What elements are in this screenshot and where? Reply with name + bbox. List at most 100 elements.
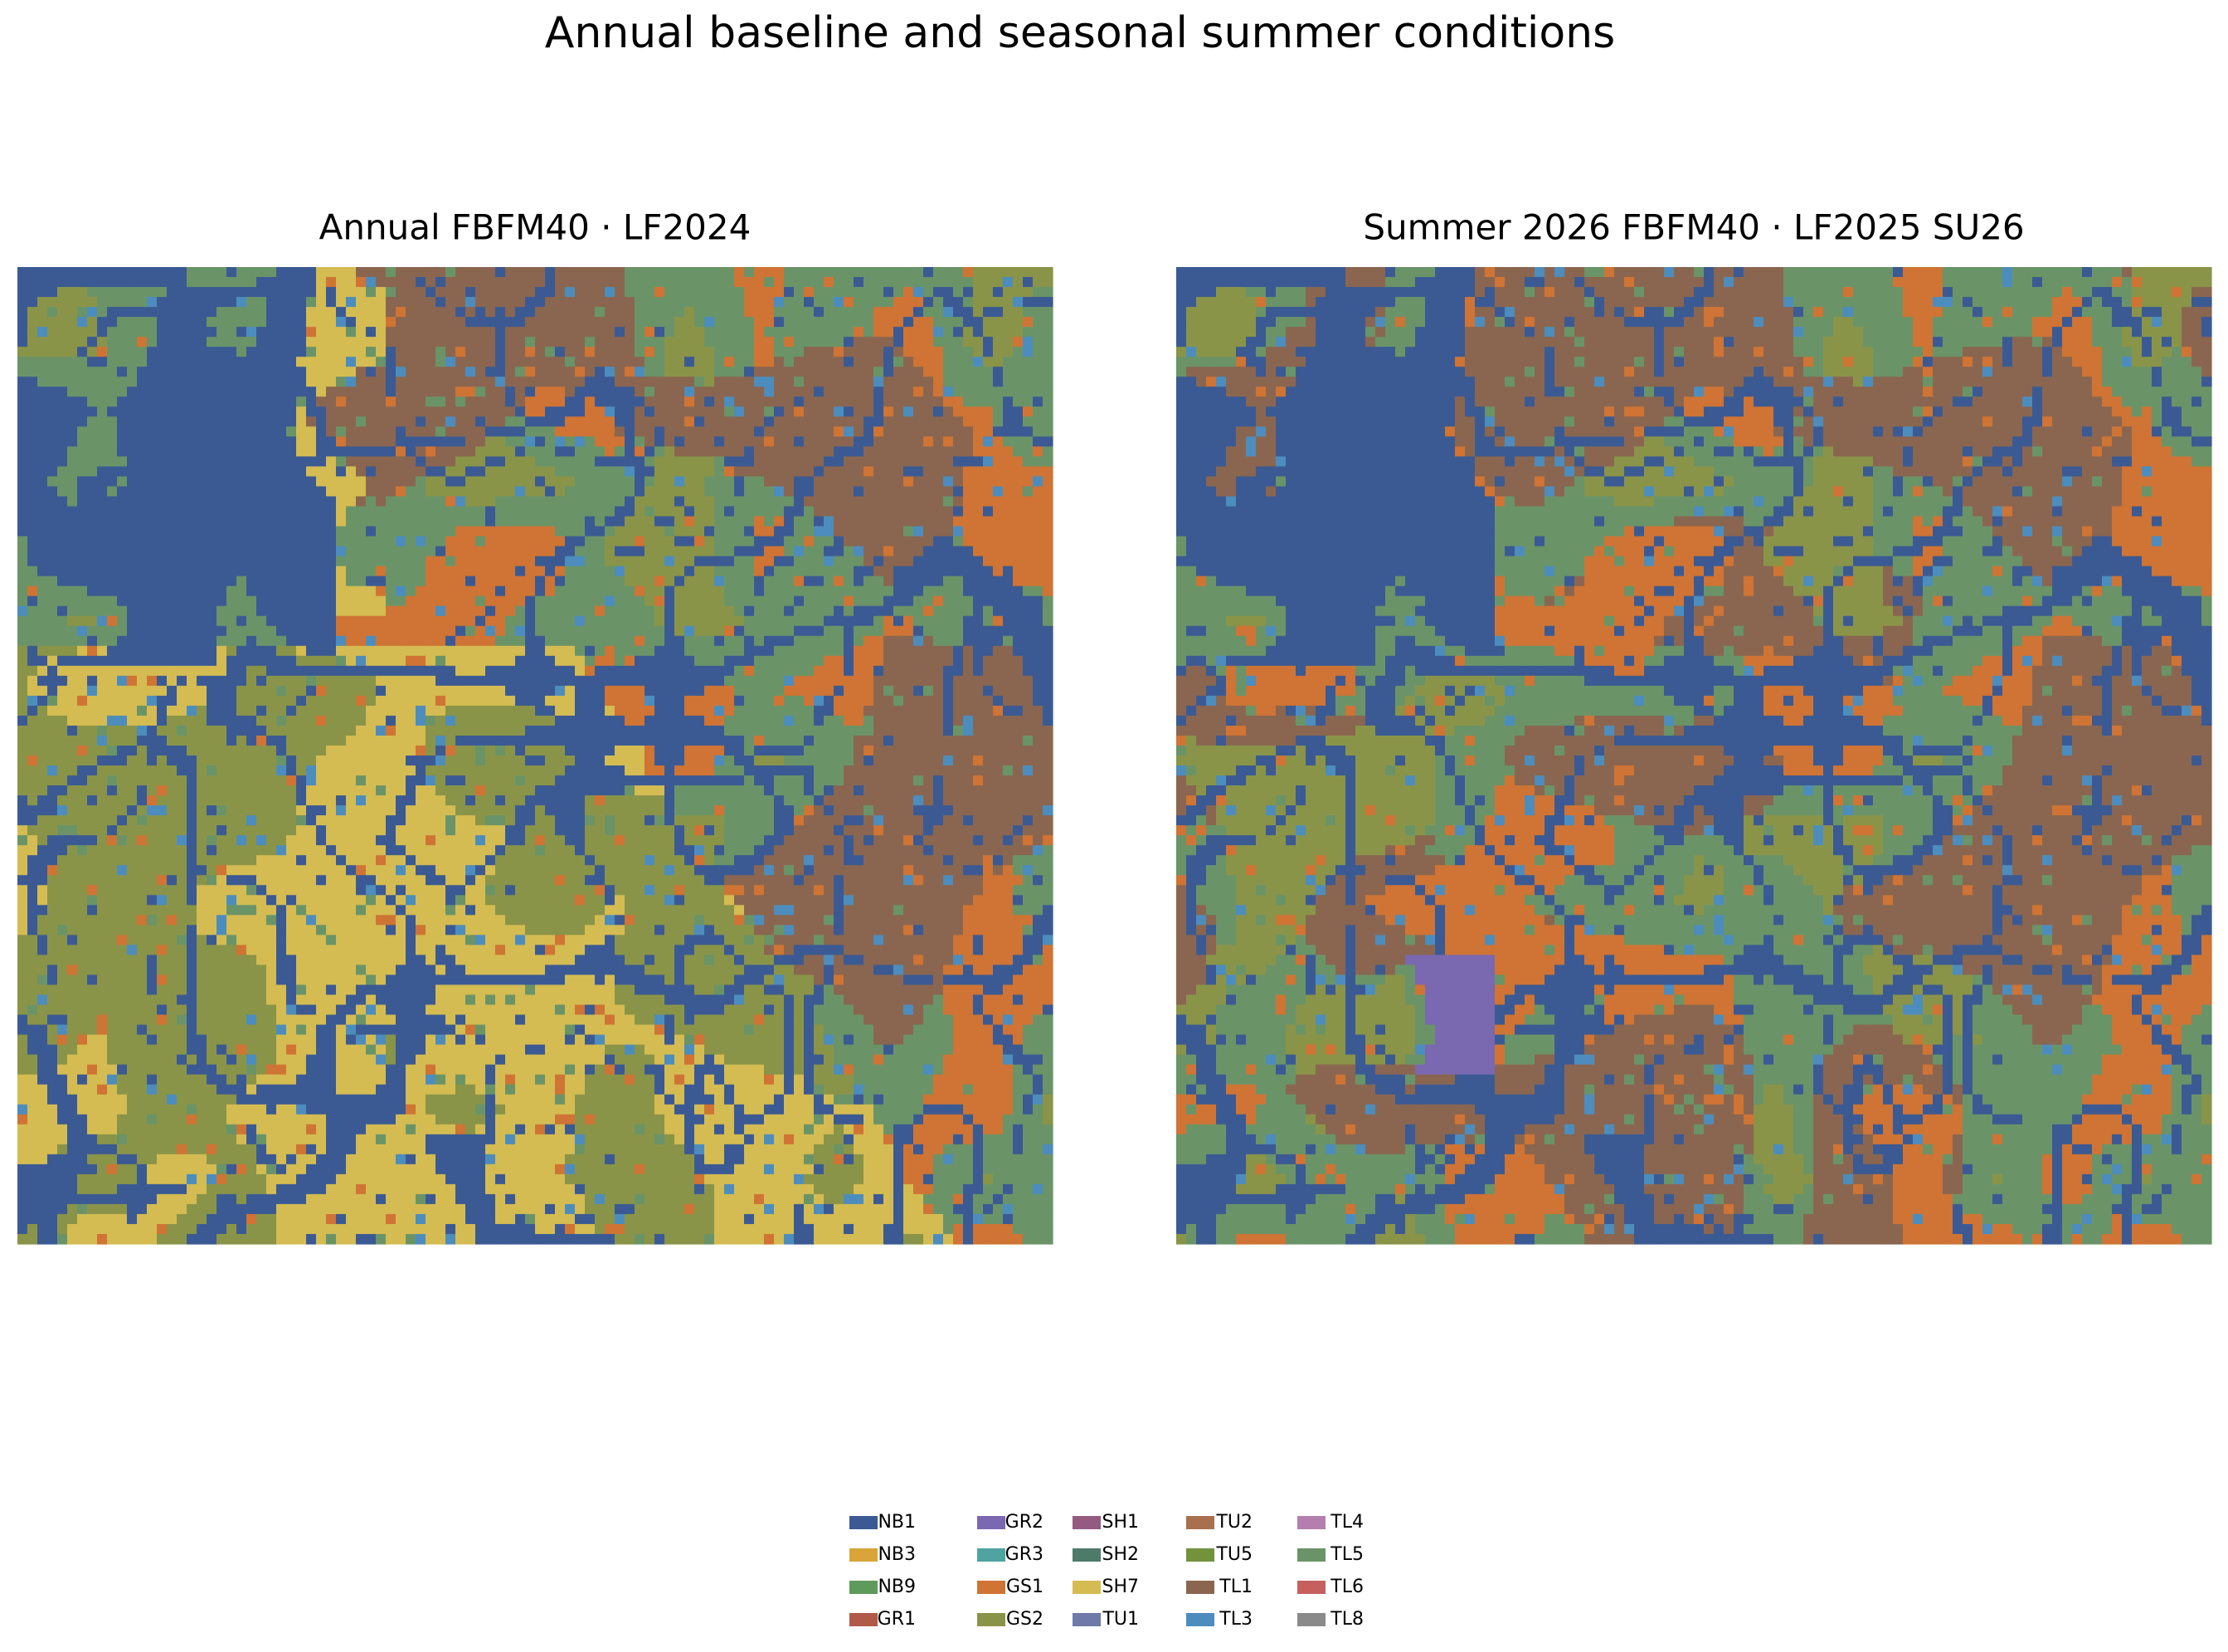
- raster-cell: [406, 307, 416, 318]
- raster-cell: [744, 386, 755, 397]
- raster-cell: [933, 287, 944, 298]
- raster-cell: [654, 307, 665, 318]
- raster-cell: [923, 367, 934, 377]
- raster-cell: [226, 307, 237, 318]
- raster-cell: [734, 537, 745, 547]
- raster-cell: [854, 537, 864, 547]
- raster-cell: [973, 466, 984, 477]
- raster-cell: [893, 566, 904, 577]
- raster-cell: [495, 496, 506, 507]
- raster-cell: [873, 466, 884, 477]
- raster-cell: [834, 287, 844, 298]
- raster-cell: [386, 347, 396, 357]
- raster-cell: [236, 527, 247, 537]
- raster-cell: [764, 357, 775, 367]
- raster-cell: [863, 287, 874, 298]
- raster-cell: [455, 357, 466, 367]
- raster-cell: [137, 436, 148, 447]
- raster-cell: [107, 406, 118, 417]
- raster-cell: [565, 347, 576, 357]
- raster-cell: [893, 547, 904, 557]
- raster-cell: [635, 537, 645, 547]
- raster-cell: [276, 406, 287, 417]
- raster-cell: [256, 287, 267, 298]
- raster-cell: [366, 327, 377, 338]
- raster-cell: [824, 386, 834, 397]
- raster-cell: [983, 297, 994, 308]
- raster-cell: [854, 446, 864, 457]
- raster-cell: [157, 566, 168, 577]
- raster-cell: [854, 307, 864, 318]
- raster-cell: [883, 537, 894, 547]
- raster-cell: [794, 317, 805, 328]
- raster-cell: [167, 357, 178, 367]
- raster-cell: [236, 337, 247, 347]
- raster-cell: [455, 367, 466, 377]
- raster-cell: [47, 357, 58, 367]
- raster-cell: [565, 327, 576, 338]
- raster-cell: [674, 347, 685, 357]
- raster-cell: [804, 537, 815, 547]
- raster-cell: [1033, 396, 1043, 407]
- raster-cell: [445, 547, 456, 557]
- raster-cell: [256, 426, 267, 437]
- raster-cell: [67, 406, 78, 417]
- raster-cell: [326, 576, 337, 587]
- raster-cell: [505, 436, 516, 447]
- raster-cell: [645, 426, 655, 437]
- raster-cell: [306, 317, 317, 328]
- raster-cell: [784, 396, 795, 407]
- raster-cell: [983, 517, 994, 527]
- raster-cell: [426, 277, 436, 288]
- raster-cell: [933, 547, 944, 557]
- raster-cell: [724, 476, 735, 487]
- raster-cell: [117, 297, 128, 308]
- raster-cell: [585, 566, 596, 577]
- raster-cell: [197, 267, 207, 278]
- raster-cell: [495, 476, 506, 487]
- raster-cell: [17, 317, 28, 328]
- raster-cell: [863, 506, 874, 517]
- raster-cell: [37, 416, 48, 427]
- raster-cell: [724, 436, 735, 447]
- raster-cell: [645, 277, 655, 288]
- raster-cell: [396, 386, 406, 397]
- raster-cell: [236, 556, 247, 567]
- raster-cell: [426, 297, 436, 308]
- raster-cell: [495, 317, 506, 328]
- raster-cell: [844, 476, 854, 487]
- raster-cell: [545, 556, 556, 567]
- raster-cell: [784, 347, 795, 357]
- raster-cell: [565, 517, 576, 527]
- raster-cell: [455, 347, 466, 357]
- raster-cell: [117, 327, 128, 338]
- raster-cell: [873, 486, 884, 497]
- raster-cell: [605, 446, 615, 457]
- raster-cell: [545, 377, 556, 387]
- raster-cell: [296, 287, 307, 298]
- raster-cell: [27, 486, 38, 497]
- raster-cell: [137, 337, 148, 347]
- raster-cell: [605, 566, 615, 577]
- raster-cell: [983, 267, 994, 278]
- raster-cell: [724, 446, 735, 457]
- raster-cell: [595, 277, 606, 288]
- raster-cell: [774, 386, 785, 397]
- raster-cell: [1003, 416, 1014, 427]
- raster-cell: [266, 476, 277, 487]
- raster-cell: [495, 287, 506, 298]
- raster-cell: [346, 566, 357, 577]
- raster-cell: [37, 527, 48, 537]
- raster-cell: [804, 287, 815, 298]
- raster-cell: [296, 386, 307, 397]
- raster-cell: [495, 416, 506, 427]
- raster-cell: [435, 547, 446, 557]
- raster-cell: [535, 436, 546, 447]
- raster-cell: [923, 456, 934, 467]
- raster-cell: [495, 446, 506, 457]
- raster-cell: [993, 537, 1004, 547]
- raster-cell: [804, 317, 815, 328]
- raster-cell: [37, 386, 48, 397]
- raster-cell: [545, 416, 556, 427]
- raster-cell: [127, 377, 138, 387]
